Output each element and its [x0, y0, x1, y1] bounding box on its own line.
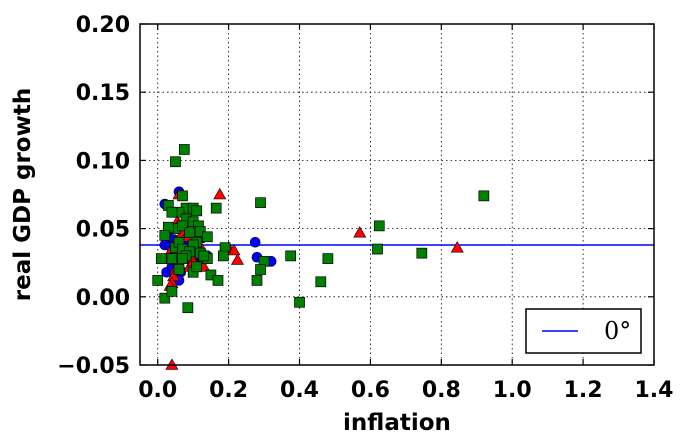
data-point-square	[212, 275, 224, 286]
x-axis-title: inflation	[343, 410, 451, 436]
x-axis-ticks: 0.0 0.2 0.4 0.6 0.8 1.0 1.2 1.4	[138, 24, 673, 403]
y-tick-label: −0.05	[57, 354, 130, 379]
x-tick-label: 1.2	[564, 378, 603, 403]
data-point-square	[202, 231, 213, 243]
x-tick-label: 0.6	[351, 378, 390, 403]
data-point-square	[159, 292, 171, 304]
data-point-square	[159, 230, 171, 241]
x-tick-label: 0.4	[280, 378, 319, 403]
data-point-square	[177, 220, 188, 232]
data-point-triangle	[227, 243, 241, 256]
y-axis-ticks: −0.05 0.00 0.05 0.10 0.15 0.20	[57, 13, 654, 379]
data-point-square	[191, 205, 203, 217]
x-tick-label: 0.0	[138, 378, 177, 403]
data-point-square	[255, 264, 266, 275]
x-tick-label: 0.8	[422, 378, 461, 403]
data-point-square	[416, 247, 428, 259]
data-point-circle	[249, 236, 261, 248]
data-points	[152, 144, 490, 370]
data-point-square	[372, 243, 383, 255]
grid-lines	[140, 24, 654, 365]
data-point-square	[178, 144, 190, 155]
data-point-square	[478, 190, 490, 202]
data-point-square	[191, 261, 203, 273]
data-point-square	[294, 296, 305, 308]
legend-label: 0°	[604, 317, 631, 345]
data-point-square	[315, 276, 327, 288]
y-tick-label: 0.00	[76, 286, 130, 311]
data-point-triangle	[230, 253, 244, 265]
data-point-triangle	[353, 226, 367, 238]
data-point-triangle	[450, 241, 464, 253]
data-point-square	[166, 285, 178, 297]
data-point-square	[210, 202, 222, 214]
data-point-square	[170, 156, 181, 168]
data-point-square	[217, 250, 229, 262]
data-point-square	[155, 253, 167, 264]
x-tick-label: 1.0	[493, 378, 532, 403]
x-tick-label: 0.2	[209, 378, 248, 403]
y-tick-label: 0.05	[76, 218, 130, 243]
data-point-square	[373, 220, 385, 232]
data-point-square	[198, 250, 210, 262]
data-point-square	[166, 253, 178, 264]
data-point-square	[177, 190, 188, 202]
data-point-square	[322, 253, 334, 264]
y-tick-label: 0.20	[76, 13, 130, 38]
data-point-square	[173, 264, 185, 275]
x-tick-label: 1.4	[635, 378, 674, 403]
data-point-square	[251, 275, 263, 286]
data-point-square	[152, 275, 164, 286]
plot-frame	[139, 23, 655, 366]
data-point-square	[285, 250, 297, 262]
data-point-square	[182, 302, 194, 314]
data-point-square	[184, 227, 195, 239]
data-point-square	[205, 269, 217, 281]
data-point-square	[255, 197, 266, 209]
data-point-triangle	[213, 187, 227, 200]
y-axis-title: real GDP growth	[10, 88, 36, 301]
data-point-square	[166, 206, 178, 218]
y-tick-label: 0.10	[76, 149, 130, 174]
y-tick-label: 0.15	[76, 81, 130, 106]
legend: 0°	[525, 308, 642, 354]
data-point-square	[194, 225, 206, 237]
data-point-square	[177, 253, 188, 264]
